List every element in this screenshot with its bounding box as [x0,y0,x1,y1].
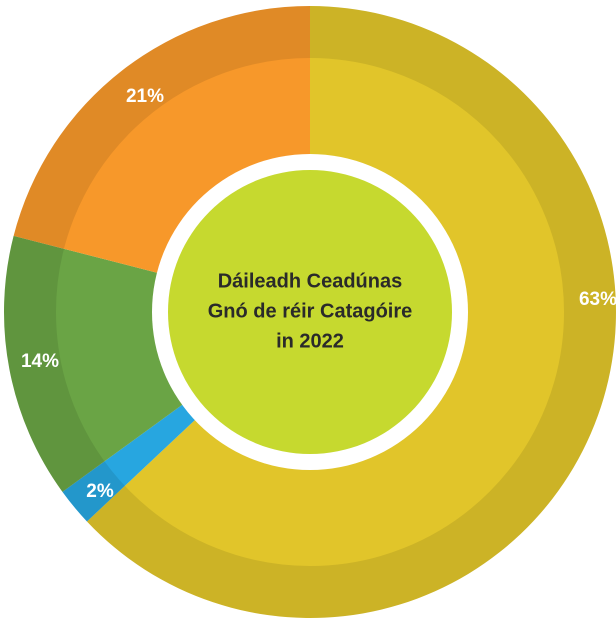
slices [4,6,616,618]
title-line: in 2022 [276,330,344,352]
donut-slice [86,6,616,618]
data-label: 14% [21,351,59,372]
donut-slice [4,235,189,492]
donut-slice [13,6,310,275]
center-disc [168,170,452,454]
data-label: 21% [126,86,164,107]
labels: 63% 2% 14% 21% [21,86,616,502]
title-line: Gnó de réir Catagóire [208,300,413,322]
data-label: 63% [579,289,616,310]
title-line: Dáileadh Ceadúnas [218,270,403,292]
donut-slice [62,400,201,522]
outer-shade-ring [4,6,616,618]
data-label: 2% [86,481,114,502]
